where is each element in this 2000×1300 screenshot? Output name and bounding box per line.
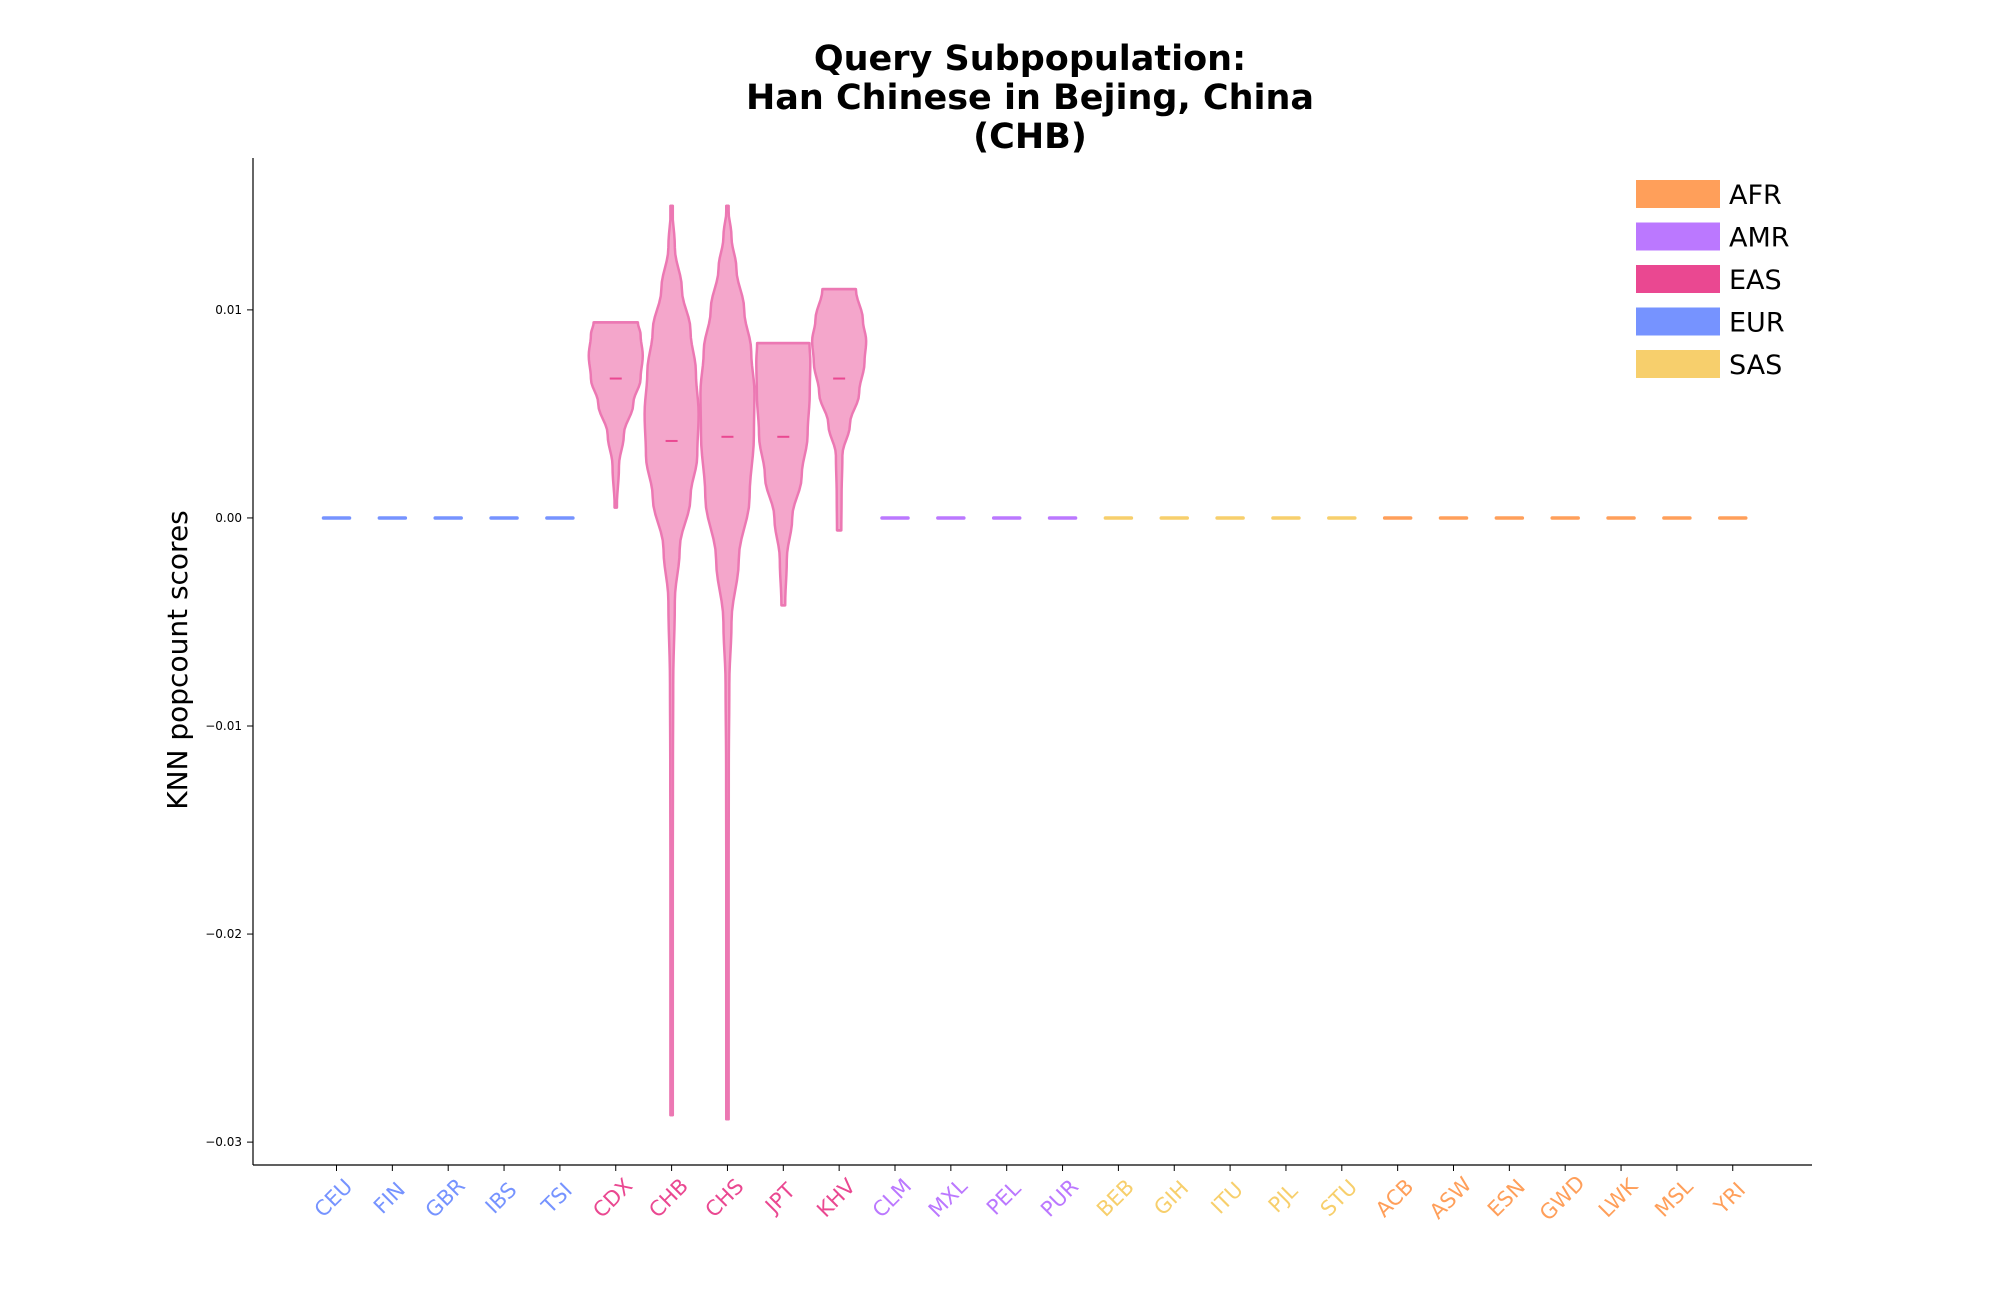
title-line-2: Han Chinese in Bejing, China bbox=[746, 78, 1314, 118]
x-tick-label-jpt: JPT bbox=[759, 1178, 800, 1219]
x-tick-label-yri: YRI bbox=[1709, 1178, 1750, 1219]
x-tick-label-clm: CLM bbox=[868, 1174, 916, 1222]
y-tick-label: −0.03 bbox=[205, 1135, 242, 1149]
x-tick-label-gwd: GWD bbox=[1535, 1171, 1590, 1226]
x-tick-label-chb: CHB bbox=[644, 1174, 693, 1223]
x-tick-label-gbr: GBR bbox=[421, 1174, 470, 1223]
y-tick-label: 0.00 bbox=[215, 511, 242, 525]
violin-chs bbox=[699, 204, 756, 1121]
x-tick-label-cdx: CDX bbox=[588, 1174, 637, 1223]
plot-area: 0.01 0.00 −0.01 −0.02 −0.03 CEU FIN GBR IBS TSI CD… bbox=[205, 158, 1812, 1225]
legend: AFR AMR EAS EUR SAS bbox=[1636, 180, 1790, 381]
y-tick-label: 0.01 bbox=[215, 303, 242, 317]
x-tick-label-pel: PEL bbox=[982, 1176, 1026, 1220]
legend-label-sas: SAS bbox=[1729, 350, 1782, 381]
x-tick-label-msl: MSL bbox=[1650, 1174, 1698, 1222]
legend-swatch-eur bbox=[1636, 307, 1720, 336]
x-tick-label-tsi: TSI bbox=[536, 1178, 577, 1219]
x-tick-label-itu: ITU bbox=[1207, 1177, 1248, 1218]
legend-swatch-sas bbox=[1636, 350, 1720, 378]
x-tick-label-ibs: IBS bbox=[481, 1178, 522, 1219]
legend-swatch-eas bbox=[1636, 265, 1720, 293]
legend-label-eas: EAS bbox=[1729, 265, 1782, 296]
x-tick-label-beb: BEB bbox=[1092, 1175, 1139, 1222]
violin-cdx bbox=[587, 321, 644, 509]
violin-khv bbox=[810, 287, 868, 532]
legend-label-afr: AFR bbox=[1729, 180, 1782, 211]
x-tick-label-pjl: PJL bbox=[1264, 1179, 1303, 1218]
x-tick-label-pur: PUR bbox=[1036, 1174, 1083, 1221]
x-tick-label-esn: ESN bbox=[1483, 1175, 1530, 1222]
y-tick-label: −0.02 bbox=[205, 927, 242, 941]
x-tick-label-ceu: CEU bbox=[310, 1174, 358, 1222]
violin-jpt bbox=[755, 341, 812, 607]
violin-chb bbox=[643, 204, 700, 1117]
x-tick-label-stu: STU bbox=[1316, 1175, 1362, 1221]
legend-swatch-afr bbox=[1636, 180, 1720, 208]
x-tick-label-lwk: LWK bbox=[1594, 1173, 1643, 1222]
title-line-1: Query Subpopulation: bbox=[814, 39, 1246, 79]
legend-swatch-amr bbox=[1636, 222, 1720, 251]
chart-title: Query Subpopulation: Han Chinese in Beji… bbox=[746, 39, 1314, 157]
x-tick-label-gih: GIH bbox=[1149, 1176, 1193, 1220]
x-tick-label-asw: ASW bbox=[1425, 1172, 1476, 1223]
x-tick-label-khv: KHV bbox=[812, 1174, 860, 1222]
x-tick-label-mxl: MXL bbox=[924, 1174, 972, 1222]
legend-label-amr: AMR bbox=[1729, 223, 1790, 254]
y-axis-label: KNN popcount scores bbox=[161, 510, 194, 810]
y-tick-label: −0.01 bbox=[205, 719, 242, 733]
title-line-3: (CHB) bbox=[973, 117, 1087, 157]
x-tick-label-chs: CHS bbox=[701, 1174, 749, 1222]
x-tick-label-acb: ACB bbox=[1371, 1174, 1418, 1221]
x-tick-label-fin: FIN bbox=[369, 1178, 410, 1219]
legend-label-eur: EUR bbox=[1729, 308, 1785, 339]
